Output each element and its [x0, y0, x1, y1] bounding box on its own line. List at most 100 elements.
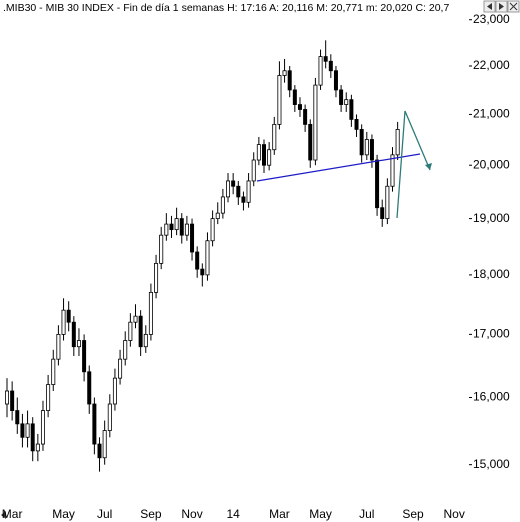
candle-body: [200, 268, 205, 276]
candle-body: [287, 70, 292, 91]
candle-body: [148, 291, 153, 335]
x-tick-label: Sep: [402, 507, 424, 521]
x-tick-label: Sep: [140, 507, 162, 521]
y-tick-label: 15,000: [473, 457, 510, 471]
candle-body: [123, 340, 128, 360]
candle-body: [179, 218, 184, 236]
candle-body: [174, 218, 179, 231]
candle-body: [71, 321, 76, 348]
candle-body: [364, 139, 369, 156]
candle-body: [154, 262, 159, 293]
candle-body: [15, 410, 20, 425]
candle-body: [390, 154, 395, 187]
neckline: [256, 153, 421, 182]
candle-body: [226, 180, 231, 198]
candle-body: [10, 390, 15, 411]
candle-body: [359, 129, 364, 156]
candle-body: [231, 180, 236, 187]
candle-body: [190, 223, 195, 253]
candle-body: [210, 218, 215, 242]
y-tick-label: 19,000: [473, 211, 510, 225]
candle-body: [61, 309, 66, 335]
candle-body: [236, 185, 241, 198]
candle-body: [308, 123, 313, 161]
candle-body: [25, 423, 30, 438]
y-tick-label: 23,000: [473, 12, 510, 26]
candle-body: [261, 144, 266, 166]
candle-body: [118, 358, 123, 379]
candle-body: [354, 118, 359, 130]
candle-body: [205, 240, 210, 276]
x-tick-label: Mar: [269, 507, 290, 521]
candle-body: [169, 223, 174, 231]
candle-body: [133, 315, 138, 323]
candle-body: [220, 196, 225, 214]
x-tick-label: Nov: [181, 507, 202, 521]
candle-body: [349, 99, 354, 120]
candle-body: [313, 84, 318, 161]
candle-body: [159, 234, 164, 264]
candle-body: [215, 212, 220, 220]
candle-body: [385, 185, 390, 220]
candle-body: [297, 104, 302, 110]
candle-body: [369, 139, 374, 161]
arrow-icon: [487, 3, 492, 10]
arrow-head: [425, 163, 432, 170]
candle-body: [195, 251, 200, 270]
arrow-icon: [499, 3, 504, 10]
candle-body: [66, 309, 71, 323]
candle-body: [56, 333, 61, 360]
candle-body: [76, 340, 81, 348]
x-tick-label: May: [309, 507, 332, 521]
candle-body: [87, 371, 92, 405]
candle-body: [277, 75, 282, 125]
candle-body: [40, 410, 45, 445]
candle-body: [246, 180, 251, 203]
candle-body: [102, 430, 107, 459]
candle-body: [380, 207, 385, 220]
candle-body: [241, 196, 246, 203]
candle-body: [282, 70, 287, 76]
candle-body: [333, 70, 338, 91]
x-tick-label: Jul: [97, 507, 112, 521]
candle-body: [267, 149, 272, 166]
candle-body: [35, 443, 40, 452]
y-tick-label: 18,000: [473, 267, 510, 281]
candle-body: [303, 109, 308, 125]
candle-body: [97, 443, 102, 459]
candle-body: [107, 403, 112, 431]
y-tick-label: 21,000: [473, 107, 510, 121]
candle-body: [292, 89, 297, 105]
close-icon: [509, 2, 518, 11]
candle-body: [20, 423, 25, 438]
candle-body: [344, 99, 349, 105]
candle-body: [30, 423, 35, 452]
candle-body: [128, 321, 133, 341]
candle-body: [318, 56, 323, 86]
y-tick-label: 16,000: [473, 390, 510, 404]
candle-body: [92, 403, 97, 445]
candle-body: [339, 89, 344, 105]
x-tick-label: Jul: [359, 507, 374, 521]
candle-body: [143, 333, 148, 348]
candle-body: [272, 123, 277, 151]
candle-body: [256, 144, 261, 161]
x-tick-label: Nov: [444, 507, 465, 521]
candle-body: [375, 159, 380, 209]
x-tick-label: Mar: [2, 507, 23, 521]
window-controls[interactable]: [483, 0, 520, 13]
candle-body: [5, 390, 10, 405]
candle-body: [395, 129, 400, 156]
candle-body: [112, 377, 117, 405]
candle-body: [82, 340, 87, 373]
chart-title: .MIB30 - MIB 30 INDEX - Fin de día 1 sem…: [3, 2, 449, 14]
candle-body: [138, 315, 143, 348]
scroll-arrow[interactable]: [1, 511, 6, 519]
y-tick-label: 17,000: [473, 327, 510, 341]
candle-body: [328, 60, 333, 72]
candle-body: [323, 56, 328, 62]
x-tick-label: 14: [226, 507, 240, 521]
plot-area: 15,000 16,000 17,000 18,000 19,000 20,000 21,0…: [2, 12, 510, 521]
candle-body: [164, 223, 169, 236]
